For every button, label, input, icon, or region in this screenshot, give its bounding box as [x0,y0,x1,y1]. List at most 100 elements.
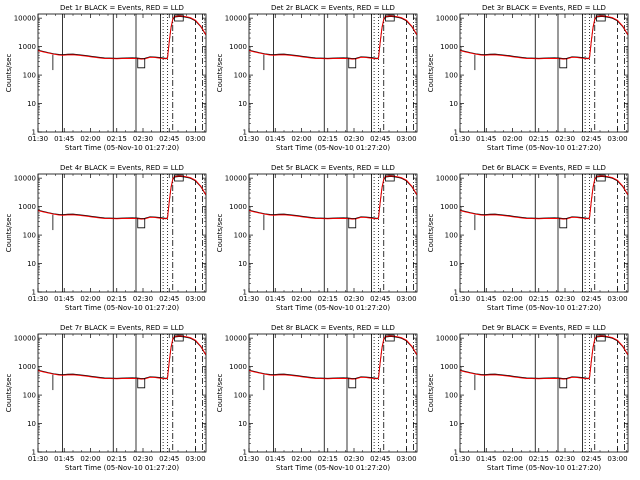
chart-panel-9: Det 9r BLACK = Events, RED = LLD 1 10 100 10… [427,324,629,472]
x-tick-label: 02:45 [370,135,390,143]
x-tick-label: 02:15 [529,135,549,143]
x-axis-label: Start Time (05-Nov-10 01:27:20) [487,144,601,152]
y-tick-label: 1000 [440,203,458,211]
x-tick-label: 02:45 [370,455,390,463]
x-tick-label: 01:30 [239,295,259,303]
events-series-line [460,175,628,220]
chart-panel-6: Det 6r BLACK = Events, RED = LLD 1 10 100 10… [427,164,629,312]
plot-frame [37,173,207,293]
chart-title: Det 9r BLACK = Events, RED = LLD [482,324,606,332]
plot-frame [248,13,418,133]
x-tick-label: 02:30 [555,455,575,463]
y-tick-label: 10000 [225,175,247,183]
saa-box [174,14,184,22]
events-series-line [460,15,628,60]
x-tick-label: 02:00 [502,135,522,143]
x-tick-label: 03:00 [607,135,627,143]
y-axis-label: Counts/sec [427,54,435,93]
y-tick-label: 1 [454,129,458,137]
y-axis-label: Counts/sec [5,214,13,253]
x-tick-label: 02:45 [581,135,601,143]
lld-series-line [460,15,628,60]
lld-series-line [38,335,206,380]
y-tick-label: 10 [449,260,458,268]
plot-data [38,174,206,292]
x-axis-label: Start Time (05-Nov-10 01:27:20) [276,304,390,312]
x-tick-label: 02:15 [529,295,549,303]
x-tick-label: 02:15 [529,455,549,463]
y-axis-label: Counts/sec [427,214,435,253]
events-series-line [249,175,417,220]
y-tick-label: 1 [454,449,458,457]
x-tick-label: 03:00 [607,295,627,303]
y-axis-label: Counts/sec [5,54,13,93]
x-tick-label: 02:15 [107,455,127,463]
chart-title: Det 3r BLACK = Events, RED = LLD [482,4,606,12]
data-gap-notch [348,218,357,229]
x-tick-label: 03:00 [607,455,627,463]
y-tick-label: 10000 [225,335,247,343]
y-tick-label: 10000 [14,335,36,343]
x-tick-label: 02:15 [107,135,127,143]
chart-panel-4: Det 4r BLACK = Events, RED = LLD 1 10 100 10… [5,164,207,312]
y-tick-label: 10000 [14,175,36,183]
y-tick-label: 10 [449,420,458,428]
x-axis-label: Start Time (05-Nov-10 01:27:20) [65,464,179,472]
x-tick-label: 01:45 [54,455,74,463]
plot-frame [248,173,418,293]
y-tick-label: 1000 [229,363,247,371]
y-tick-label: 10 [238,420,247,428]
saa-box [596,334,606,342]
x-tick-label: 02:15 [318,295,338,303]
y-tick-label: 10 [27,260,36,268]
y-tick-label: 1 [243,449,247,457]
saa-box [174,174,184,182]
plot-frame [37,13,207,133]
x-tick-label: 03:00 [185,295,205,303]
y-tick-label: 10 [238,260,247,268]
chart-panel-3: Det 3r BLACK = Events, RED = LLD 1 10 100 10… [427,4,629,152]
lld-series-line [249,15,417,60]
plot-data [460,174,628,292]
y-tick-label: 100 [234,72,247,80]
y-tick-label: 1000 [18,363,36,371]
x-tick-label: 02:30 [555,295,575,303]
x-axis-label: Start Time (05-Nov-10 01:27:20) [65,144,179,152]
chart-panel-5: Det 5r BLACK = Events, RED = LLD 1 10 100 10… [216,164,418,312]
chart-title: Det 4r BLACK = Events, RED = LLD [60,164,184,172]
plot-frame [37,333,207,453]
y-tick-label: 10 [27,420,36,428]
y-tick-label: 1 [32,289,36,297]
x-tick-label: 02:30 [344,455,364,463]
saa-box [385,14,395,22]
y-tick-label: 1000 [18,203,36,211]
y-axis-label: Counts/sec [216,54,224,93]
x-tick-label: 03:00 [396,135,416,143]
events-series-line [38,15,206,60]
saa-box [596,14,606,22]
x-tick-label: 01:30 [450,135,470,143]
plot-data [460,334,628,452]
saa-box [596,174,606,182]
lld-series-line [460,335,628,380]
y-tick-label: 100 [23,392,36,400]
x-axis-label: Start Time (05-Nov-10 01:27:20) [276,464,390,472]
plot-data [249,174,417,292]
y-tick-label: 1000 [440,43,458,51]
chart-title: Det 7r BLACK = Events, RED = LLD [60,324,184,332]
x-axis-label: Start Time (05-Nov-10 01:27:20) [65,304,179,312]
x-tick-label: 01:30 [239,135,259,143]
x-tick-label: 02:30 [133,455,153,463]
x-tick-label: 02:00 [291,295,311,303]
x-tick-label: 02:15 [318,455,338,463]
events-series-line [460,335,628,380]
y-tick-label: 1000 [229,203,247,211]
x-tick-label: 03:00 [396,295,416,303]
saa-box [174,334,184,342]
x-tick-label: 02:00 [502,295,522,303]
plot-data [38,14,206,132]
x-tick-label: 01:45 [476,455,496,463]
y-axis-label: Counts/sec [216,214,224,253]
x-tick-label: 02:15 [107,295,127,303]
y-tick-label: 1 [243,289,247,297]
